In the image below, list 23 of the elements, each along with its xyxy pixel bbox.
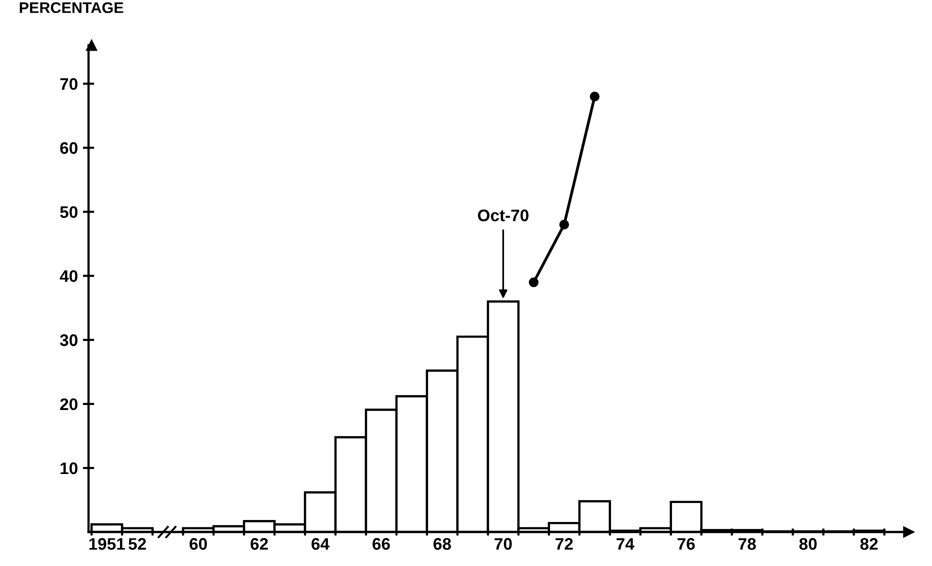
x-tick-label: 78	[738, 538, 756, 550]
x-tick-label: 68	[434, 538, 451, 550]
y-tick-label: 20	[60, 398, 78, 410]
y-tick-label: 70	[60, 78, 78, 90]
x-tick-label: 60	[190, 538, 207, 550]
y-tick-label: 30	[60, 334, 78, 346]
y-tick-label: 60	[60, 142, 78, 154]
annotation: Oct-70	[478, 210, 528, 222]
y-tick-label: 40	[60, 270, 78, 282]
x-tick-label: 82	[860, 538, 878, 550]
y-axis-title: PERCENTAGE	[20, 2, 124, 14]
x-tick-label: 72	[556, 538, 573, 550]
x-tick-label: 76	[678, 538, 695, 550]
x-tick-label: 62	[250, 538, 268, 550]
x-tick-label: 70	[494, 538, 512, 550]
x-tick-label: 1951	[89, 538, 125, 550]
x-tick-label: 74	[616, 538, 634, 550]
y-tick-label: 10	[60, 462, 78, 474]
x-tick-label: 52	[128, 538, 146, 550]
x-tick-label: 66	[372, 538, 390, 550]
y-tick-label: 50	[60, 206, 78, 218]
x-tick-label: 64	[312, 538, 330, 550]
x-tick-label: 80	[799, 538, 817, 550]
